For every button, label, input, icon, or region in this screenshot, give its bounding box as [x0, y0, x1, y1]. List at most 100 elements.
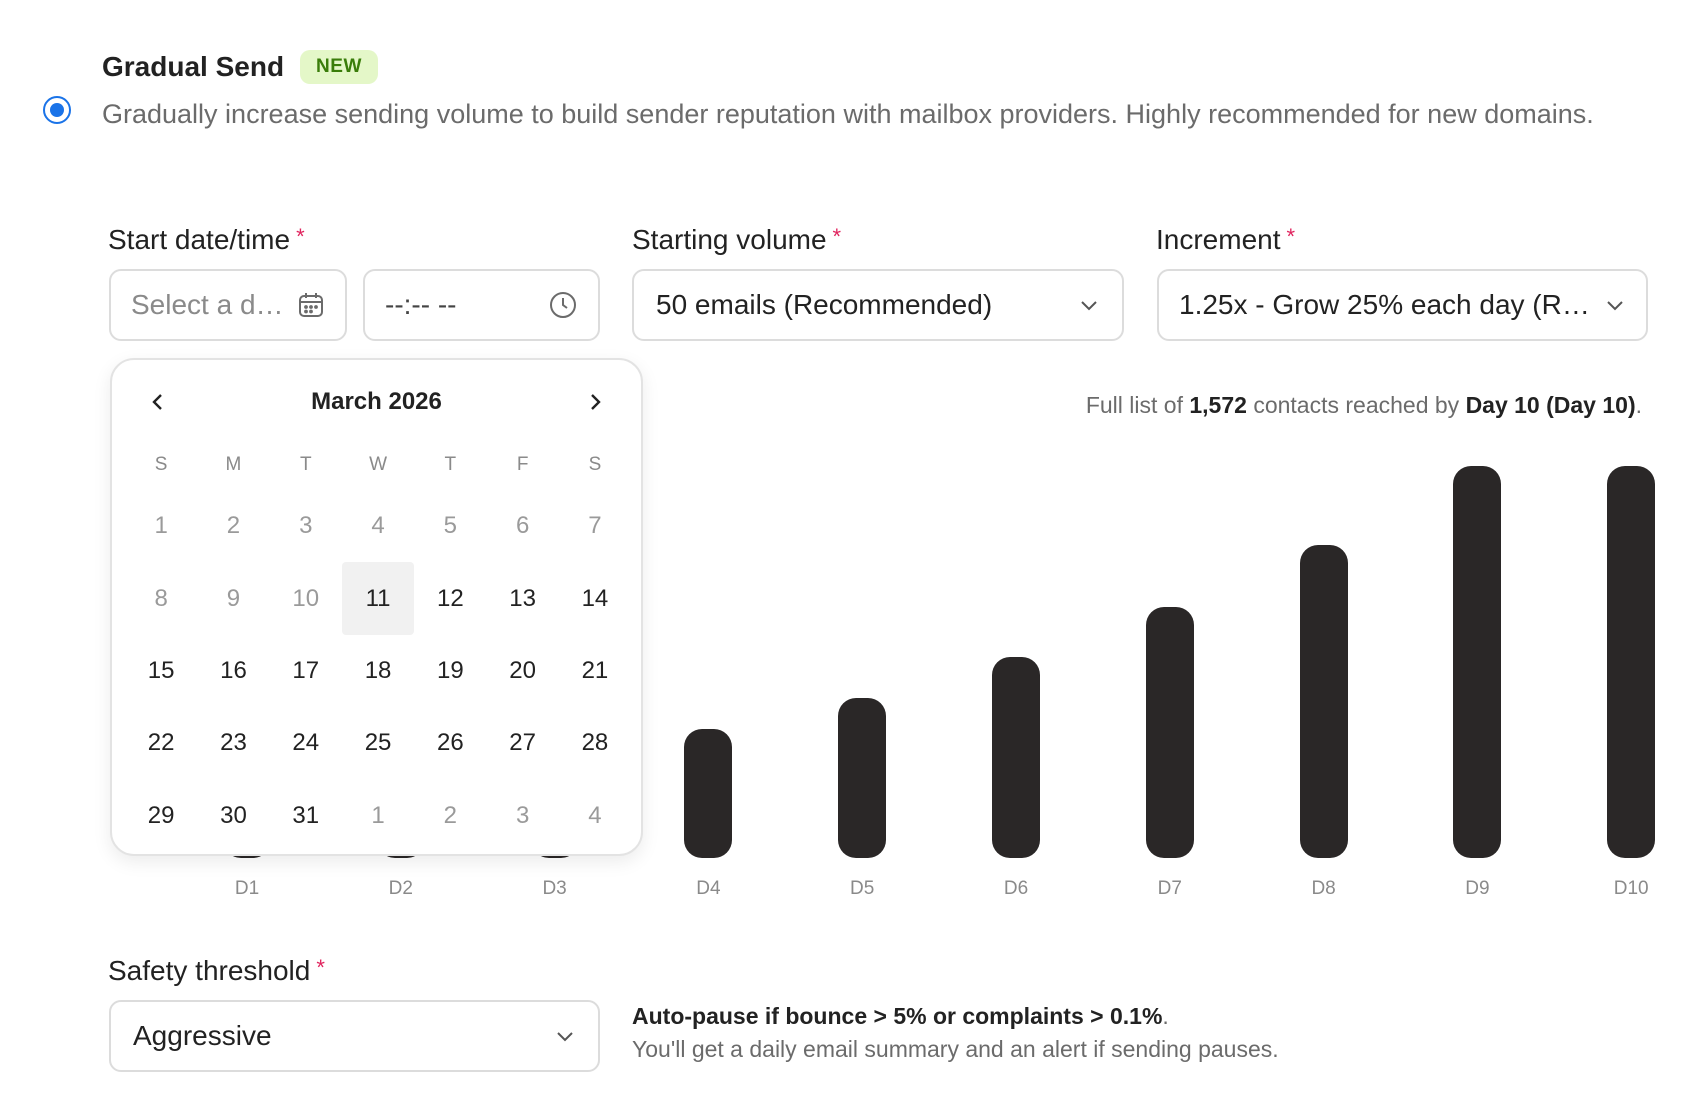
- calendar-day[interactable]: 18: [364, 656, 392, 684]
- new-badge: NEW: [300, 50, 378, 84]
- start-date-input[interactable]: Select a d…: [109, 269, 347, 341]
- calendar-day[interactable]: 12: [436, 584, 464, 612]
- threshold-note-line1: Auto-pause if bounce > 5% or complaints …: [632, 1000, 1279, 1033]
- x-axis-label: D9: [1465, 878, 1490, 899]
- start-date-placeholder: Select a d…: [131, 289, 284, 320]
- safety-threshold-label: Safety threshold *: [108, 955, 325, 987]
- summary-middle: contacts reached by: [1246, 392, 1466, 418]
- calendar-day-today[interactable]: 11: [341, 562, 415, 635]
- x-axis-label: D10: [1613, 878, 1649, 899]
- safety-threshold-label-text: Safety threshold: [108, 955, 311, 986]
- calendar-day[interactable]: 21: [581, 656, 609, 684]
- safety-threshold-select[interactable]: Aggressive: [109, 1000, 600, 1072]
- calendar-day[interactable]: 9: [226, 584, 241, 612]
- calendar-day[interactable]: 29: [147, 801, 175, 829]
- next-month-button[interactable]: [577, 384, 613, 420]
- weekday-header: T: [299, 454, 312, 475]
- gradual-send-radio[interactable]: [43, 96, 71, 124]
- section-title: Gradual Send: [102, 51, 285, 82]
- calendar-day[interactable]: 4: [371, 512, 385, 540]
- required-mark: *: [296, 224, 305, 249]
- calendar-day[interactable]: 3: [515, 801, 530, 829]
- chevron-down-icon: [554, 1025, 576, 1047]
- x-axis-label: D2: [388, 878, 413, 899]
- threshold-rule-end: .: [1162, 1003, 1169, 1029]
- chart-bar-d8: [1299, 544, 1348, 858]
- summary-prefix: Full list of: [1085, 392, 1190, 418]
- weekday-header: W: [369, 454, 387, 475]
- start-datetime-label-text: Start date/time: [108, 224, 291, 255]
- calendar-day[interactable]: 1: [154, 512, 168, 540]
- summary-day: Day 10 (Day 10): [1465, 392, 1636, 418]
- weekday-header: M: [225, 454, 242, 475]
- calendar-day[interactable]: 27: [509, 729, 536, 757]
- calendar-day[interactable]: 26: [436, 729, 464, 757]
- threshold-note: Auto-pause if bounce > 5% or complaints …: [632, 1000, 1279, 1066]
- calendar-day[interactable]: 13: [509, 584, 536, 612]
- chevron-left-icon: [152, 394, 162, 410]
- required-mark: *: [1286, 224, 1296, 249]
- clock-icon[interactable]: [548, 290, 578, 320]
- calendar-day[interactable]: 19: [436, 656, 464, 684]
- calendar-day[interactable]: 25: [364, 729, 392, 757]
- date-picker-popover: March 2026 S M T W T F S 1 2 3 4 5 6 7 8 9 10 11 12 13 14 15 1…: [110, 358, 643, 856]
- calendar-day[interactable]: 24: [292, 729, 320, 757]
- calendar-day[interactable]: 2: [226, 512, 241, 540]
- calendar-day[interactable]: 22: [147, 729, 175, 757]
- starting-volume-value: 50 emails (Recommended): [656, 289, 993, 320]
- increment-select[interactable]: 1.25x - Grow 25% each day (Re…: [1157, 269, 1648, 341]
- chart-bar-d7: [1145, 606, 1194, 858]
- calendar-day[interactable]: 4: [588, 801, 602, 829]
- start-time-input[interactable]: --:-- --: [363, 269, 600, 341]
- weekday-header: F: [516, 454, 529, 475]
- increment-value: 1.25x - Grow 25% each day (Re…: [1179, 289, 1604, 320]
- chevron-down-icon: [1604, 294, 1626, 316]
- calendar-header: March 2026: [112, 382, 641, 422]
- calendar-day[interactable]: 6: [515, 512, 530, 540]
- threshold-rule: Auto-pause if bounce > 5% or complaints …: [632, 1003, 1163, 1029]
- x-axis-label: D1: [234, 878, 260, 899]
- calendar-day[interactable]: 17: [292, 656, 320, 684]
- increment-label-text: Increment: [1156, 224, 1281, 255]
- starting-volume-label-text: Starting volume: [632, 224, 827, 255]
- calendar-day[interactable]: 10: [292, 584, 320, 612]
- x-axis-label: D3: [542, 878, 567, 899]
- calendar-month-label: March 2026: [311, 388, 442, 415]
- calendar-day[interactable]: 23: [220, 729, 247, 757]
- starting-volume-select[interactable]: 50 emails (Recommended): [632, 269, 1124, 341]
- calendar-day[interactable]: 1: [371, 801, 385, 829]
- calendar-icon[interactable]: [297, 291, 325, 319]
- calendar-day[interactable]: 15: [147, 656, 175, 684]
- calendar-day[interactable]: 2: [443, 801, 458, 829]
- calendar-day[interactable]: 16: [220, 656, 247, 684]
- calendar-day[interactable]: 8: [154, 584, 168, 612]
- required-mark: *: [316, 955, 325, 980]
- threshold-note-line2: You'll get a daily email summary and an …: [632, 1036, 1279, 1062]
- x-axis-label: D8: [1311, 878, 1336, 899]
- chevron-down-icon: [1078, 294, 1100, 316]
- calendar-day[interactable]: 30: [220, 801, 247, 829]
- calendar-day[interactable]: 31: [292, 801, 320, 829]
- calendar-day[interactable]: 14: [581, 584, 609, 612]
- radio-dot: [50, 103, 64, 117]
- prev-month-button[interactable]: [140, 384, 176, 420]
- calendar-day[interactable]: 5: [443, 512, 458, 540]
- x-axis-label: D4: [696, 878, 721, 899]
- x-axis-label: D5: [850, 878, 875, 899]
- reach-summary: Full list of 1,572 contacts reached by D…: [1086, 392, 1642, 419]
- chart-bar-d6: [992, 656, 1040, 858]
- summary-count: 1,572: [1189, 392, 1247, 418]
- x-axis-label: D7: [1157, 878, 1182, 899]
- calendar-day[interactable]: 20: [509, 656, 536, 684]
- summary-suffix: .: [1635, 392, 1642, 418]
- x-axis-label: D6: [1003, 878, 1029, 899]
- start-datetime-label: Start date/time *: [108, 224, 305, 256]
- calendar-day[interactable]: 28: [581, 729, 609, 757]
- calendar-day[interactable]: 3: [299, 512, 313, 540]
- increment-label: Increment *: [1156, 224, 1295, 256]
- calendar-day[interactable]: 7: [588, 512, 602, 540]
- chart-bar-d10: [1607, 466, 1656, 858]
- section-description: Gradually increase sending volume to bui…: [102, 99, 1594, 129]
- safety-threshold-value: Aggressive: [133, 1020, 272, 1051]
- calendar-grid: S M T W T F S 1 2 3 4 5 6 7 8 9 10 11 12 13 14 15 16 17 18 19 20 21…: [125, 440, 631, 852]
